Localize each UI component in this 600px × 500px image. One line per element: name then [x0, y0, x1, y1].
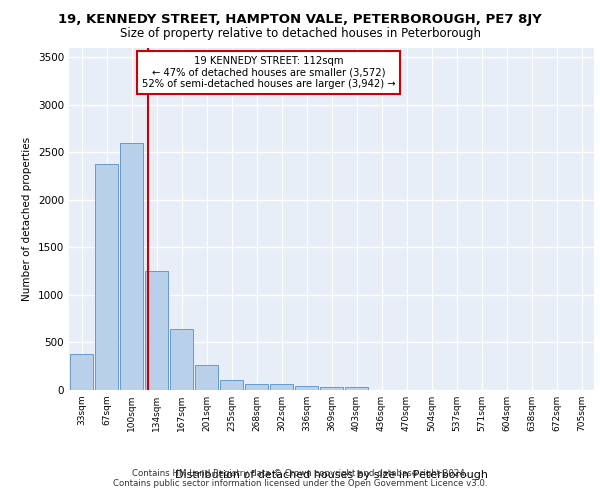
- Bar: [344, 387, 368, 390]
- Bar: [70, 354, 94, 390]
- Bar: [145, 271, 169, 390]
- Bar: [269, 384, 293, 390]
- Bar: [295, 386, 319, 390]
- Text: 19 KENNEDY STREET: 112sqm
← 47% of detached houses are smaller (3,572)
52% of se: 19 KENNEDY STREET: 112sqm ← 47% of detac…: [142, 56, 395, 90]
- Text: Size of property relative to detached houses in Peterborough: Size of property relative to detached ho…: [119, 28, 481, 40]
- Bar: [320, 386, 343, 390]
- X-axis label: Distribution of detached houses by size in Peterborough: Distribution of detached houses by size …: [175, 470, 488, 480]
- Bar: [194, 366, 218, 390]
- Text: Contains public sector information licensed under the Open Government Licence v3: Contains public sector information licen…: [113, 478, 487, 488]
- Y-axis label: Number of detached properties: Number of detached properties: [22, 136, 32, 301]
- Bar: [170, 329, 193, 390]
- Bar: [220, 380, 244, 390]
- Text: 19, KENNEDY STREET, HAMPTON VALE, PETERBOROUGH, PE7 8JY: 19, KENNEDY STREET, HAMPTON VALE, PETERB…: [58, 12, 542, 26]
- Bar: [95, 164, 118, 390]
- Text: Contains HM Land Registry data © Crown copyright and database right 2024.: Contains HM Land Registry data © Crown c…: [132, 468, 468, 477]
- Bar: [245, 384, 268, 390]
- Bar: [119, 142, 143, 390]
